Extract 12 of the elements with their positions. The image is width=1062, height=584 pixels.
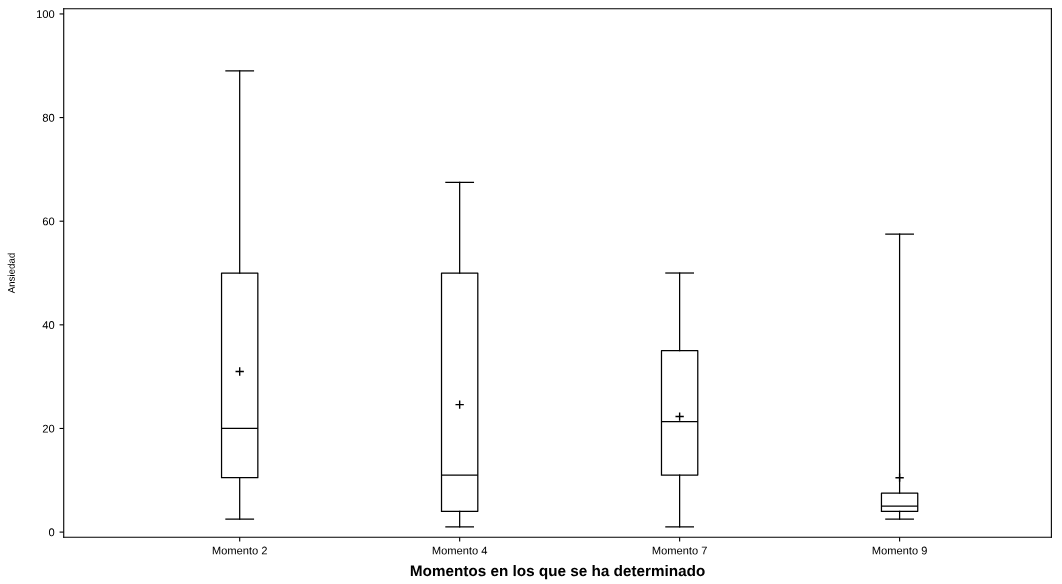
y-tick-label: 0	[48, 528, 55, 537]
x-tick-label: Momento 2	[212, 546, 267, 555]
y-tick-label: 60	[42, 217, 55, 226]
x-tick-label: Momento 4	[432, 546, 488, 555]
y-axis-title: Ansiedad	[7, 253, 15, 294]
y-tick-label: 100	[37, 10, 55, 19]
x-tick-label: Momento 7	[652, 546, 707, 555]
y-tick-label: 80	[42, 113, 55, 122]
x-tick-label: Momento 9	[872, 546, 927, 555]
x-axis-title: Momentos en los que se ha determinado	[410, 565, 705, 580]
y-tick-label: 40	[42, 321, 55, 329]
y-tick-label: 20	[42, 424, 55, 433]
